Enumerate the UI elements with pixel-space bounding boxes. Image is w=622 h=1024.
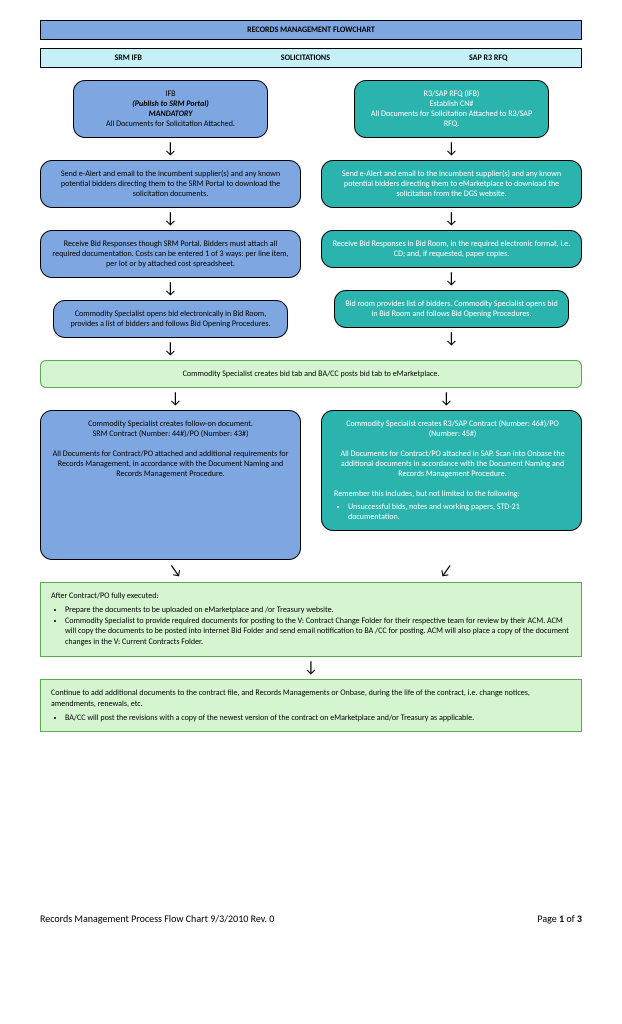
t: All Documents for Contract/PO attached i… xyxy=(334,449,571,479)
join: ↓ ↓ xyxy=(40,388,582,410)
t: After Contract/PO fully executed: xyxy=(51,591,571,602)
t: Commodity Specialist to provide required… xyxy=(65,616,571,648)
arrow-down-icon: ↓ xyxy=(444,331,458,347)
columns2: Commodity Specialist creates follow-on d… xyxy=(40,410,582,560)
join2: ↓ ↓ xyxy=(40,560,582,582)
t: IFB xyxy=(84,89,258,99)
mid-node: Commodity Specialist creates bid tab and… xyxy=(40,360,582,388)
t: Commodity Specialist creates R3/SAP Cont… xyxy=(334,419,571,439)
t: All Documents for Solicitation Attached … xyxy=(365,109,539,129)
t: All Documents for Contract/PO attached a… xyxy=(51,449,290,479)
right-n3: Receive Bid Responses in Bid Room, in th… xyxy=(321,230,582,268)
right-col: R3/SAP RFQ (IFB) Establish CN# All Docum… xyxy=(321,80,582,360)
arrow-down-icon: ↓ xyxy=(163,341,177,357)
t: Prepare the documents to be uploaded on … xyxy=(65,605,571,616)
arrow-down-icon: ↓ xyxy=(436,560,457,581)
left-n2: Send e-Alert and email to the incumbent … xyxy=(40,160,301,208)
arrow-down-icon: ↓ xyxy=(439,391,453,407)
title-banner: RECORDS MANAGEMENT FLOWCHART xyxy=(40,20,582,40)
left-n3: Receive Bid Responses though SRM Portal.… xyxy=(40,230,301,278)
right-n5: Commodity Specialist creates R3/SAP Cont… xyxy=(321,410,582,531)
arrow-down-icon: ↓ xyxy=(165,560,186,581)
sub-b: SOLICITATIONS xyxy=(281,53,330,63)
sub-c: SAP R3 RFQ xyxy=(469,53,508,63)
t: 3 xyxy=(577,912,582,925)
t: Commodity Specialist creates follow-on d… xyxy=(51,419,290,429)
box1: After Contract/PO fully executed: Prepar… xyxy=(40,582,582,657)
right-col2: Commodity Specialist creates R3/SAP Cont… xyxy=(321,410,582,560)
columns: IFB (Publish to SRM Portal) MANDATORY Al… xyxy=(40,80,582,360)
t: Remember this includes, but not limited … xyxy=(334,489,571,499)
footer: Records Management Process Flow Chart 9/… xyxy=(40,912,582,925)
sub-banner: SRM IFB SOLICITATIONS SAP R3 RFQ xyxy=(40,48,582,68)
t: BA/CC will post the revisions with a cop… xyxy=(65,713,571,724)
t: of xyxy=(564,912,577,925)
right-n4: Bid room provides list of bidders. Commo… xyxy=(334,290,569,328)
right-n1: R3/SAP RFQ (IFB) Establish CN# All Docum… xyxy=(354,80,550,138)
arrow-down-icon: ↓ xyxy=(163,211,177,227)
t: All Documents for Solicitation Attached. xyxy=(84,119,258,129)
left-col: IFB (Publish to SRM Portal) MANDATORY Al… xyxy=(40,80,301,360)
t: (Publish to SRM Portal) xyxy=(84,99,258,109)
t: R3/SAP RFQ (IFB) xyxy=(365,89,539,99)
t: Continue to add additional documents to … xyxy=(51,688,571,710)
left-col2: Commodity Specialist creates follow-on d… xyxy=(40,410,301,560)
t: Page xyxy=(537,912,559,925)
sub-a: SRM IFB xyxy=(114,53,141,63)
arrow-down-icon: ↓ xyxy=(444,211,458,227)
arrow-down-icon: ↓ xyxy=(163,141,177,157)
left-n1: IFB (Publish to SRM Portal) MANDATORY Al… xyxy=(73,80,269,138)
left-n5: Commodity Specialist creates follow-on d… xyxy=(40,410,301,560)
left-n4: Commodity Specialist opens bid electroni… xyxy=(53,300,288,338)
arrow-down-icon: ↓ xyxy=(444,141,458,157)
arrow-down-icon: ↓ xyxy=(40,660,582,676)
footer-left: Records Management Process Flow Chart 9/… xyxy=(40,912,274,925)
right-n2: Send e-Alert and email to the incumbent … xyxy=(321,160,582,208)
t: Establish CN# xyxy=(365,99,539,109)
footer-right: Page 1 of 3 xyxy=(537,912,582,925)
arrow-down-icon: ↓ xyxy=(168,391,182,407)
arrow-down-icon: ↓ xyxy=(444,271,458,287)
t: Unsuccessful bids, notes and working pap… xyxy=(348,502,571,522)
box2: Continue to add additional documents to … xyxy=(40,679,582,732)
arrow-down-icon: ↓ xyxy=(163,281,177,297)
t: MANDATORY xyxy=(84,109,258,119)
t: SRM Contract (Number: 44#)/PO (Number: 4… xyxy=(51,429,290,439)
